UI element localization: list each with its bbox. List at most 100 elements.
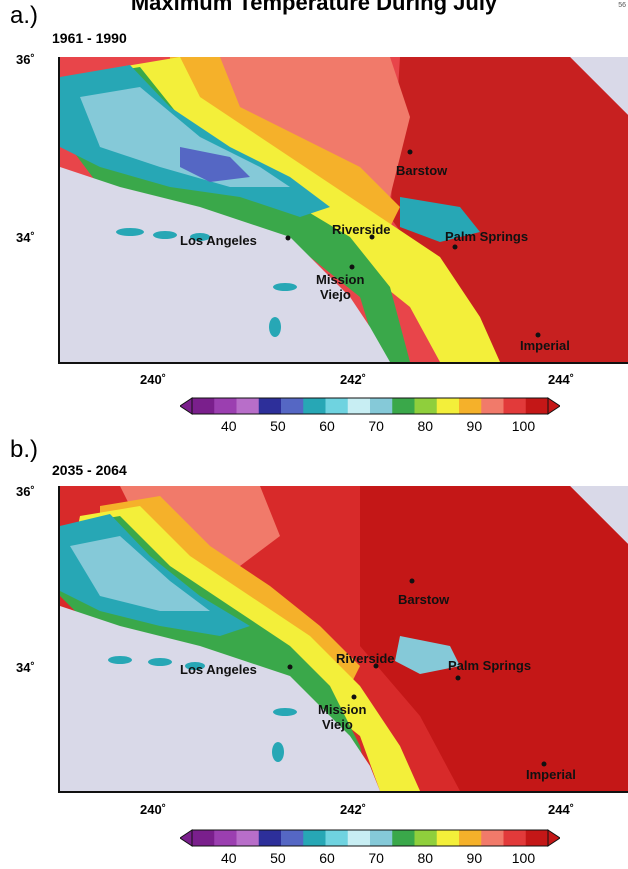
colorbar-tick-label: 60 xyxy=(319,418,335,434)
panel-b-lon-240: 240˚ xyxy=(140,802,167,817)
city-dot-palm-springs xyxy=(452,244,458,250)
city-dot-imperial xyxy=(541,761,547,767)
colorbar-swatch xyxy=(258,398,282,414)
island xyxy=(108,656,132,664)
panel-b-map-svg: Barstow Riverside Palm Springs Los Angel… xyxy=(60,486,628,791)
colorbar-arrow-left xyxy=(179,829,193,847)
colorbar-outline xyxy=(191,397,549,415)
colorbar-swatch xyxy=(192,830,215,846)
panel-a-lon-240: 240˚ xyxy=(140,372,167,387)
lightblue-mountains xyxy=(70,536,210,611)
city-label-barstow: Barstow xyxy=(396,163,448,178)
colorbar-tick-label: 100 xyxy=(511,418,536,434)
colorbar-swatch xyxy=(481,830,504,846)
city-dot-los-angeles xyxy=(285,235,291,241)
colorbar-swatch xyxy=(281,830,304,846)
colorbar-swatch xyxy=(436,398,460,414)
city-label-viejo: Viejo xyxy=(322,717,353,732)
colorbar-swatch xyxy=(436,830,460,846)
colorbar-tick-label: 40 xyxy=(221,418,237,434)
colorbar-swatch xyxy=(325,398,349,414)
city-dot-barstow xyxy=(407,149,413,155)
island xyxy=(153,231,177,239)
panel-b-lon-244: 244˚ xyxy=(548,802,575,817)
panel-b-colorbar-svg xyxy=(179,829,561,847)
colorbar-swatch xyxy=(325,830,349,846)
panel-a-lon-244: 244˚ xyxy=(548,372,575,387)
city-dot-riverside xyxy=(373,663,379,669)
colorbar-tick-label: 100 xyxy=(511,850,536,866)
colorbar-tick-label: 60 xyxy=(319,850,335,866)
panel-b-colorbar: 40 50 60 70 80 90 100 xyxy=(179,828,561,866)
colorbar-swatch xyxy=(347,830,371,846)
colorbar-swatch xyxy=(414,398,438,414)
colorbar-swatch xyxy=(236,398,260,414)
city-label-viejo: Viejo xyxy=(320,287,351,302)
city-label-imperial: Imperial xyxy=(526,767,576,782)
colorbar-swatch xyxy=(481,398,504,414)
colorbar-tick-label: 50 xyxy=(270,850,286,866)
colorbar-swatch xyxy=(503,830,527,846)
island xyxy=(185,662,205,670)
colorbar-swatch xyxy=(503,398,527,414)
colorbar-swatch xyxy=(214,398,237,414)
ocean-region xyxy=(60,167,390,362)
lightblue-mountains xyxy=(80,87,290,187)
island xyxy=(148,658,172,666)
panel-b-lat-36: 36˚ xyxy=(16,484,35,499)
panel-b-letter: b.) xyxy=(10,436,39,463)
city-label-los-angeles: Los Angeles xyxy=(180,662,257,677)
colorbar-arrow-left xyxy=(179,397,193,415)
colorbar-swatch xyxy=(392,398,415,414)
panel-a-map-svg: Barstow Riverside Palm Springs Los Angel… xyxy=(60,57,628,362)
city-dot-barstow xyxy=(409,578,415,584)
panel-b-lon-242: 242˚ xyxy=(340,802,367,817)
panel-b-colorbar-ticks: 40 50 60 70 80 90 100 xyxy=(180,850,560,868)
colorbar-tick-label: 90 xyxy=(466,850,483,866)
city-dot-palm-springs xyxy=(455,675,461,681)
city-label-riverside: Riverside xyxy=(336,651,395,666)
city-dot-riverside xyxy=(369,234,375,240)
panel-b-map: Barstow Riverside Palm Springs Los Angel… xyxy=(58,486,628,793)
colorbar-arrow-right xyxy=(547,829,561,847)
city-label-palm-springs: Palm Springs xyxy=(445,229,528,244)
cyan-inland xyxy=(395,636,460,674)
panel-a-map: Barstow Riverside Palm Springs Los Angel… xyxy=(58,57,628,364)
colorbar-swatch xyxy=(392,830,415,846)
colorbar-tick-label: 40 xyxy=(221,850,237,866)
city-label-palm-springs: Palm Springs xyxy=(448,658,531,673)
figure-title: Maximum Temperature During July xyxy=(130,0,498,15)
colorbar-swatch xyxy=(347,398,371,414)
panel-b-period: 2035 - 2064 xyxy=(52,462,127,478)
corner-mark: 56 xyxy=(618,2,626,9)
colorbar-tick-label: 80 xyxy=(417,418,434,434)
colorbar-swatch xyxy=(370,830,393,846)
colorbar-swatch xyxy=(303,398,326,414)
panel-a-colorbar: 40 50 60 70 80 90 100 xyxy=(179,396,561,434)
panel-a-lat-34: 34˚ xyxy=(16,230,35,245)
city-label-barstow: Barstow xyxy=(398,592,450,607)
colorbar-swatch xyxy=(236,830,260,846)
island xyxy=(190,233,210,241)
panel-a-lon-242: 242˚ xyxy=(340,372,367,387)
orange-band xyxy=(170,57,400,227)
salmon-region xyxy=(200,57,410,197)
colorbar-tick-label: 50 xyxy=(270,418,286,434)
island xyxy=(272,742,284,762)
island xyxy=(273,283,297,291)
colorbar-swatch xyxy=(525,398,549,414)
colorbar-swatch xyxy=(525,830,549,846)
city-dot-mission-viejo xyxy=(349,264,355,270)
city-label-los-angeles: Los Angeles xyxy=(180,233,257,248)
panel-a-period: 1961 - 1990 xyxy=(52,30,127,46)
city-label-imperial: Imperial xyxy=(520,338,570,353)
colorbar-swatch xyxy=(459,398,482,414)
colorbar-swatch xyxy=(258,830,282,846)
city-label-riverside: Riverside xyxy=(332,222,391,237)
city-dot-mission-viejo xyxy=(351,694,357,700)
desert-region xyxy=(360,486,628,791)
colorbar-swatch xyxy=(192,398,215,414)
panel-b-lat-34: 34˚ xyxy=(16,660,35,675)
colorbar-tick-label: 70 xyxy=(368,418,384,434)
island xyxy=(269,317,281,337)
